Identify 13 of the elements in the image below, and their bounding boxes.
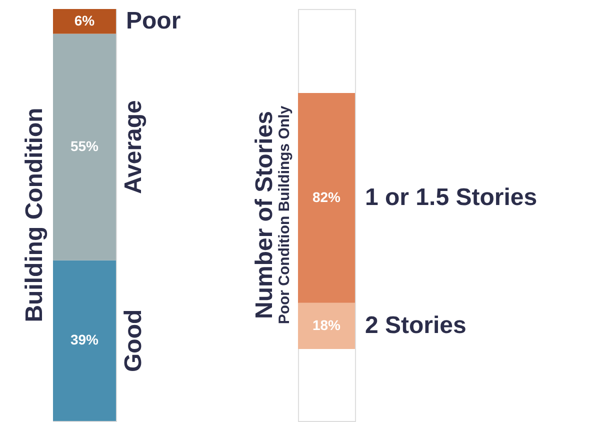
text: Average xyxy=(120,100,147,194)
series-label: 2 Stories xyxy=(365,312,466,339)
data-label: 82% xyxy=(312,188,342,205)
text: Good xyxy=(120,309,147,372)
text: Building Condition xyxy=(21,108,48,322)
data-label: 6% xyxy=(74,12,96,28)
data-label: 39% xyxy=(70,332,100,348)
data-label: 55% xyxy=(70,138,100,154)
data-label: 18% xyxy=(312,316,342,333)
series-label: Poor xyxy=(126,7,181,34)
text: Number of Stories xyxy=(251,110,278,320)
series-label: 1 or 1.5 Stories xyxy=(365,184,538,211)
text: Poor Condition Buildings Only xyxy=(276,105,293,324)
